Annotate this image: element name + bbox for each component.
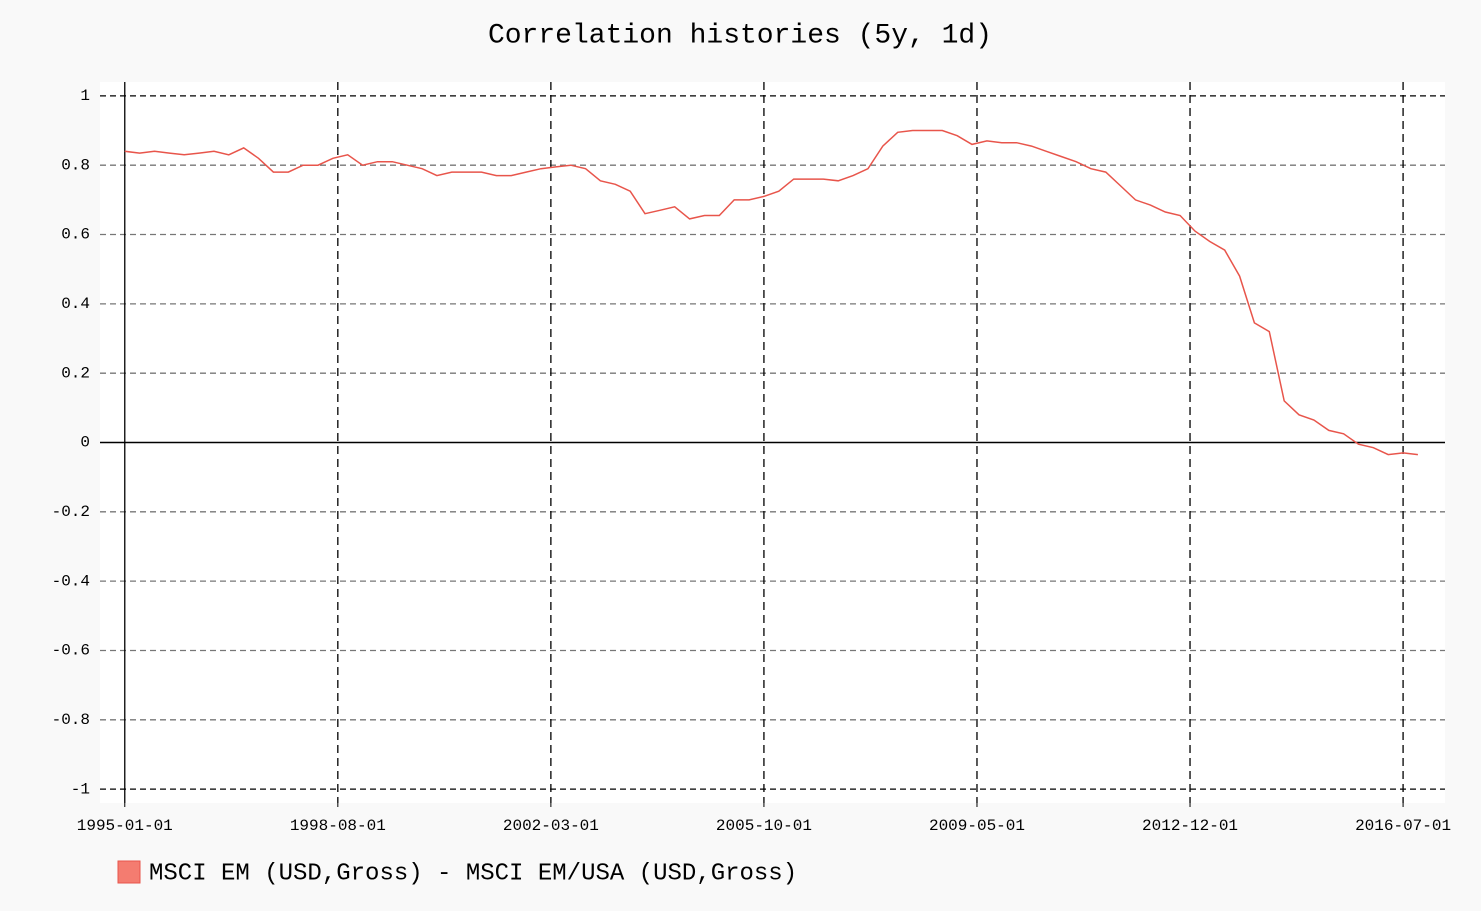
y-tick-label: -0.6 [52, 642, 90, 660]
x-tick-label: 2016-07-01 [1355, 817, 1451, 835]
y-tick-label: -0.4 [52, 572, 90, 590]
x-tick-label: 1998-08-01 [290, 817, 386, 835]
x-tick-label: 2005-10-01 [716, 817, 812, 835]
y-tick-label: 0 [80, 434, 90, 452]
chart-title: Correlation histories (5y, 1d) [488, 20, 992, 51]
x-tick-label: 2002-03-01 [503, 817, 599, 835]
y-tick-label: 1 [80, 87, 90, 105]
y-tick-label: 0.6 [61, 226, 90, 244]
line-series [124, 129, 1418, 456]
y-tick-label: 0.2 [61, 364, 90, 382]
y-tick-label: -0.8 [52, 711, 90, 729]
x-tick-label: 2009-05-01 [929, 817, 1025, 835]
legend-label: MSCI EM (USD,Gross) - MSCI EM/USA (USD,G… [149, 860, 797, 887]
x-tick-label: 1995-01-01 [77, 817, 173, 835]
y-tick-label: -0.2 [52, 503, 90, 521]
legend-swatch [117, 860, 141, 884]
y-tick-label: 0.4 [61, 295, 90, 313]
y-tick-label: 0.8 [61, 156, 90, 174]
x-tick-label: 2012-12-01 [1142, 817, 1238, 835]
y-tick-label: -1 [71, 780, 90, 798]
